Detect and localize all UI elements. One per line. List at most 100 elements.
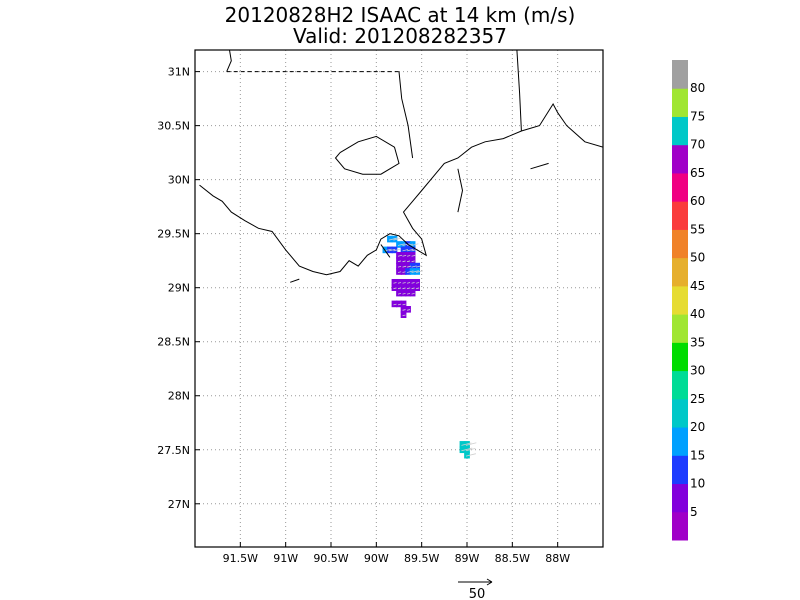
coastline-segment — [530, 162, 549, 170]
wind-cell — [405, 289, 411, 297]
wind-cell — [396, 241, 402, 248]
latitude-tick-label: 28N — [168, 390, 190, 403]
colorbar-swatch — [672, 172, 688, 202]
wind-vector — [397, 254, 403, 257]
wind-cell — [396, 268, 402, 275]
latitude-tick-label: 27.5N — [157, 444, 190, 457]
wind-vector — [402, 303, 406, 306]
reference-vector-label: 50 — [469, 587, 486, 600]
longitude-tick-label: 88.5W — [495, 552, 530, 565]
wind-cell — [405, 278, 411, 286]
map-title-line2: Valid: 201208282357 — [293, 24, 507, 48]
wind-vector — [416, 287, 420, 290]
wind-vector — [406, 292, 411, 295]
colorbar-label: 30 — [690, 364, 705, 378]
colorbar-swatch — [672, 483, 688, 513]
wind-cell — [405, 251, 411, 259]
wind-vector — [402, 309, 406, 311]
colorbar-swatch — [672, 60, 688, 89]
wind-vector — [416, 282, 420, 284]
colorbar-swatch — [672, 511, 688, 541]
wind-vector — [397, 287, 402, 290]
wind-vector — [461, 447, 473, 452]
colorbar-swatch — [672, 427, 688, 456]
wind-vector — [402, 265, 407, 268]
wind-cell — [405, 262, 411, 270]
colorbar-label: 20 — [690, 420, 705, 434]
colorbar-label: 55 — [690, 222, 705, 236]
latitude-tick-label: 29.5N — [157, 228, 190, 241]
colorbar-label: 25 — [690, 392, 705, 406]
colorbar-label: 65 — [690, 166, 705, 180]
wind-vector — [465, 453, 476, 457]
wind-vector — [393, 237, 402, 241]
wind-vector — [411, 265, 417, 268]
wind-vector — [402, 254, 407, 257]
wind-vector — [465, 442, 477, 446]
wind-vector — [411, 287, 415, 290]
wind-cell — [405, 257, 411, 264]
wind-cell — [400, 311, 407, 319]
wind-cell — [400, 289, 407, 297]
longitude-tick-labels: 91.5W 91W 90.5W 90W 89.5W 89W 88.5W 88W — [223, 552, 571, 565]
wind-cell — [409, 289, 416, 297]
wind-cell — [396, 278, 402, 286]
latitude-tick-label: 30.5N — [157, 120, 190, 133]
colorbar-swatch — [672, 116, 688, 146]
latitude-tick-label: 28.5N — [157, 336, 190, 349]
state-border — [398, 71, 414, 159]
wind-vector — [406, 287, 411, 290]
map-frame — [194, 49, 604, 548]
wind-vector — [411, 243, 419, 246]
colorbar-label: 80 — [690, 81, 705, 95]
wind-cell — [409, 257, 416, 264]
map-border — [194, 49, 604, 548]
coastline-segment — [380, 244, 391, 258]
coastline-segment — [334, 135, 400, 175]
wind-cell — [414, 278, 420, 286]
state-border — [226, 50, 232, 72]
wind-vector — [411, 292, 415, 295]
wind-vector — [397, 282, 402, 284]
wind-vectors — [384, 237, 477, 457]
colorbar-swatch — [672, 144, 688, 174]
wind-vector — [406, 260, 411, 263]
colorbar-swatch — [672, 314, 688, 343]
wind-cell — [396, 257, 402, 264]
colorbar-label: 10 — [690, 477, 705, 491]
wind-vector — [406, 309, 411, 311]
wind-cell — [414, 284, 420, 291]
colorbar-label: 40 — [690, 307, 705, 321]
colorbar-swatch — [672, 455, 688, 485]
coastline-segment — [290, 278, 300, 283]
wind-vector — [397, 292, 402, 295]
wind-cell — [459, 441, 466, 448]
latitude-tick-labels: 31N 30.5N 30N 29.5N 29N 28.5N 28N 27.5N 27N — [157, 66, 190, 511]
wind-cell — [400, 278, 407, 286]
colorbar-label: 50 — [690, 251, 705, 265]
coastline-segment — [199, 103, 603, 276]
latitude-tick-label: 27N — [168, 498, 190, 511]
wind-vector — [461, 442, 472, 446]
wind-cell — [409, 251, 416, 259]
colorbar-swatch — [672, 370, 688, 400]
wind-cell — [387, 235, 393, 243]
wind-vector — [397, 243, 405, 246]
longitude-tick-label: 90W — [364, 552, 389, 565]
wind-vector — [388, 248, 396, 252]
wind-vector — [406, 282, 411, 284]
wind-cell — [400, 262, 407, 270]
wind-vector — [393, 287, 397, 290]
wind-cell — [405, 246, 411, 254]
wind-cell — [409, 262, 416, 270]
wind-vector — [402, 260, 406, 263]
wind-vector — [388, 237, 398, 241]
wind-cell — [396, 284, 402, 291]
colorbar: 5 10 15 20 25 30 35 40 45 50 55 60 65 70 75 80 — [672, 60, 705, 541]
wind-cell — [391, 300, 398, 308]
wind-cell — [414, 262, 420, 270]
wind-cell — [400, 306, 407, 313]
wind-cell — [405, 284, 411, 291]
colorbar-swatch — [672, 398, 688, 428]
wind-vector — [406, 270, 414, 273]
